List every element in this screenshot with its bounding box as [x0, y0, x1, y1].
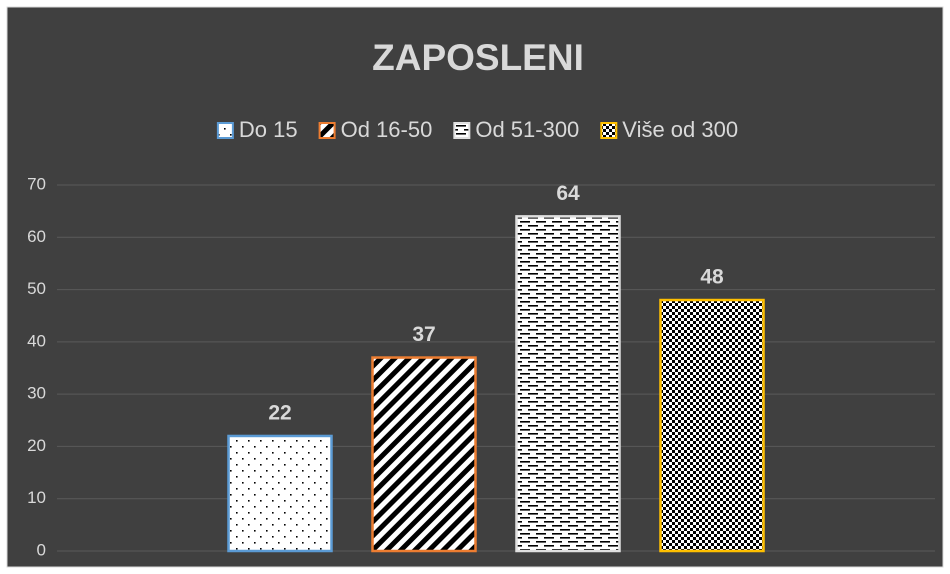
y-tick-label: 20 [27, 436, 46, 455]
y-tick-label: 50 [27, 279, 46, 298]
legend-swatch [216, 122, 234, 139]
legend-item: Od 51-300 [453, 117, 579, 142]
bar [371, 356, 477, 553]
legend-item: Od 16-50 [318, 117, 433, 142]
legend-label: Od 16-50 [341, 117, 433, 142]
legend-swatch [600, 122, 618, 139]
y-tick-label: 0 [37, 540, 46, 559]
y-tick-label: 40 [27, 331, 46, 350]
chart-title: ZAPOSLENI [372, 37, 584, 78]
y-tick-label: 30 [27, 384, 46, 403]
legend-item: Više od 300 [600, 117, 738, 142]
legend-swatch [318, 122, 336, 139]
data-label: 37 [412, 323, 435, 346]
y-tick-label: 70 [27, 174, 46, 193]
legend-label: Od 51-300 [475, 117, 579, 142]
data-label: 22 [268, 402, 291, 425]
bar [227, 434, 333, 553]
bar [659, 298, 765, 553]
data-label: 64 [556, 182, 580, 205]
legend-label: Više od 300 [622, 117, 738, 142]
bar [515, 215, 621, 553]
legend-label: Do 15 [239, 117, 298, 142]
legend-item: Do 15 [216, 117, 298, 142]
y-tick-label: 10 [27, 488, 46, 507]
data-label: 48 [700, 266, 724, 289]
legend-swatch [453, 122, 471, 139]
y-tick-label: 60 [27, 227, 46, 246]
